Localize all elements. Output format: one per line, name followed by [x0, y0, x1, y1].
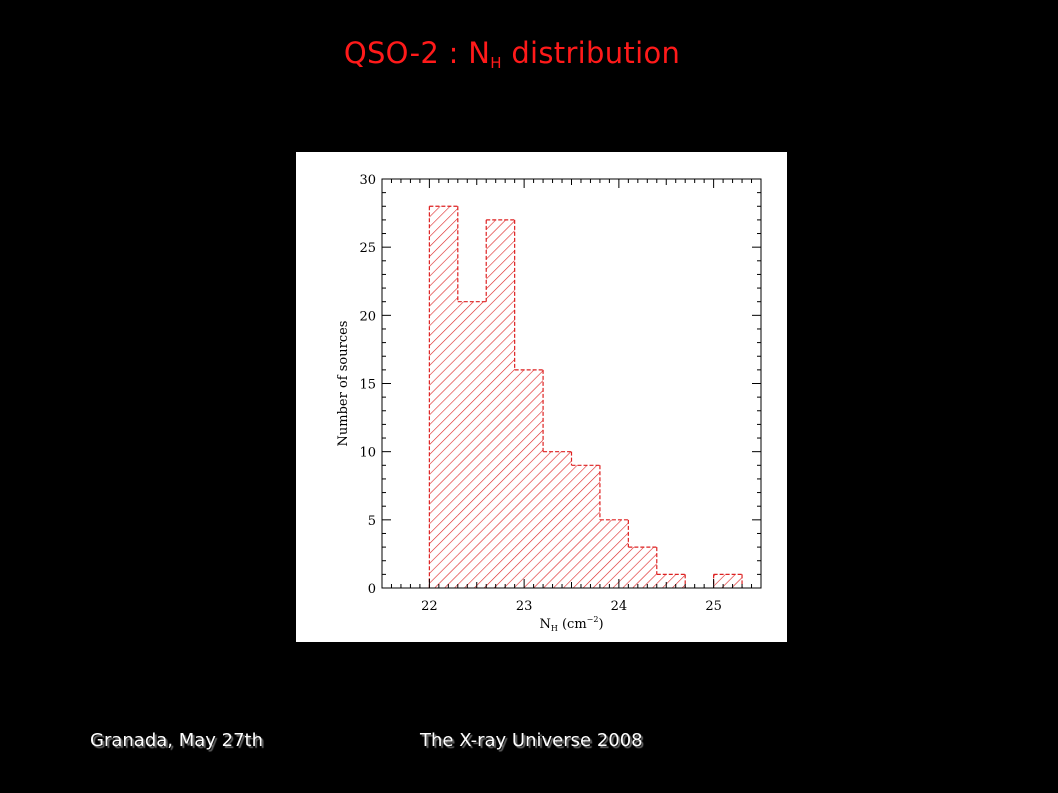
footer-location-date: Granada, May 27th — [90, 730, 264, 751]
x-axis-title-sup: −2 — [587, 615, 599, 624]
x-axis-title-rest: (cm — [558, 617, 587, 632]
histogram-bar — [486, 219, 515, 588]
x-axis-title: NH (cm−2) — [539, 615, 603, 633]
title-main: QSO-2 : N — [343, 36, 491, 70]
x-axis-title-main: N — [539, 617, 550, 632]
histogram-bar — [713, 574, 743, 588]
title-rest: distribution — [501, 36, 681, 70]
y-tick-label: 10 — [359, 446, 376, 461]
chart-panel: 22 23 24 25 0 5 10 15 20 25 30 NH (cm−2) Number of… — [296, 152, 787, 642]
x-tick-label: 25 — [705, 599, 722, 614]
y-tick-label: 0 — [368, 582, 376, 597]
x-axis-title-close: ) — [598, 617, 603, 632]
histogram-bar — [599, 519, 629, 588]
histogram-bar — [628, 547, 657, 588]
y-tick-label: 15 — [359, 378, 376, 393]
histogram-bar — [429, 206, 458, 588]
x-tick-label: 24 — [611, 599, 628, 614]
y-tick-label: 25 — [359, 241, 376, 256]
x-tick-label: 23 — [516, 599, 533, 614]
histogram-bar — [543, 451, 572, 588]
ticks-layer: 22 23 24 25 0 5 10 15 20 25 30 — [359, 173, 762, 614]
histogram-bar — [514, 369, 544, 588]
histogram-bar — [571, 465, 600, 588]
x-tick-label: 22 — [421, 599, 438, 614]
bars-layer — [428, 205, 743, 588]
histogram-bar — [457, 301, 487, 588]
footer-conference: The X-ray Universe 2008 — [420, 730, 643, 751]
histogram-chart: 22 23 24 25 0 5 10 15 20 25 30 NH (cm−2) Number of… — [336, 173, 762, 633]
title-subscript: H — [490, 54, 502, 72]
x-axis-title-sub: H — [551, 624, 558, 633]
plot-frame — [381, 178, 762, 589]
histogram-bar — [656, 574, 686, 588]
y-tick-label: 30 — [359, 173, 376, 188]
slide-title: QSO-2 : NH distribution — [0, 36, 1024, 72]
y-tick-label: 5 — [368, 514, 376, 529]
y-axis-title: Number of sources — [336, 321, 351, 447]
y-tick-label: 20 — [359, 309, 376, 324]
